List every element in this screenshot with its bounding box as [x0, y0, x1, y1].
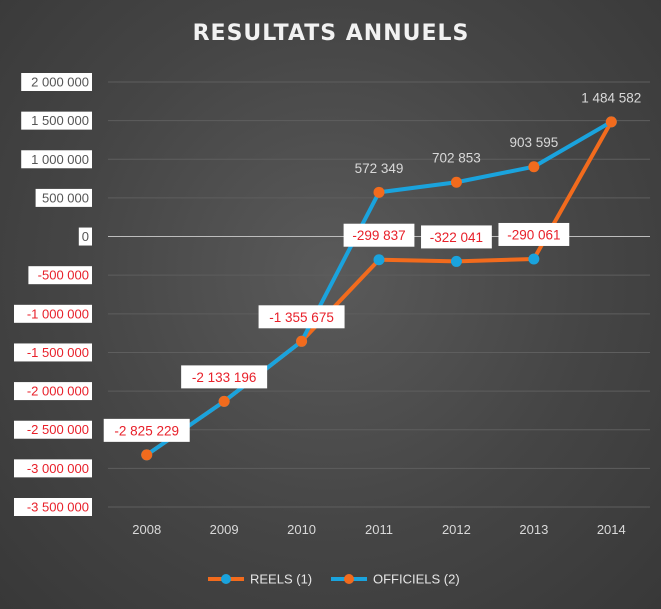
- point-reels: [373, 254, 385, 266]
- chart-title: RESULTATS ANNUELS: [193, 21, 470, 46]
- y-tick-box: [28, 266, 92, 285]
- x-axis: 2008 2009 2010 2011 2012 2013 2014: [132, 522, 625, 537]
- data-label-box: [421, 225, 492, 249]
- point-officiels: [141, 449, 153, 461]
- x-tick-label: 2008: [132, 522, 161, 537]
- data-label-box: [343, 223, 415, 247]
- x-tick-label: 2010: [287, 522, 316, 537]
- data-label: -1 355 675: [269, 310, 334, 325]
- point-officiels: [605, 116, 617, 128]
- data-label: -290 061: [507, 227, 560, 242]
- y-tick-box: [21, 111, 93, 130]
- y-tick-label: 1 500 000: [31, 113, 89, 128]
- x-tick-label: 2011: [365, 522, 393, 537]
- x-tick-label: 2009: [210, 522, 239, 537]
- data-label: -2 825 229: [114, 423, 179, 438]
- y-tick-box: [21, 150, 93, 169]
- point-reels: [528, 253, 540, 265]
- y-tick-box: [14, 459, 92, 478]
- point-officiels: [218, 395, 230, 407]
- series-layer: [141, 116, 617, 461]
- legend-marker: [344, 574, 354, 584]
- legend-label: OFFICIELS (2): [373, 572, 460, 587]
- y-tick-box: [14, 498, 92, 516]
- data-labels: -2 825 229 -2 133 196 -1 355 675 -299 837 -3…: [103, 90, 641, 442]
- point-officiels: [450, 176, 462, 188]
- y-tick-label: 500 000: [42, 190, 89, 205]
- legend-marker: [221, 574, 231, 584]
- y-tick-label: -3 000 000: [27, 461, 89, 476]
- data-label: 702 853: [432, 151, 481, 166]
- data-label: -322 041: [430, 230, 483, 245]
- point-reels: [450, 255, 462, 267]
- y-tick-box: [78, 227, 92, 246]
- y-tick-box: [35, 188, 92, 207]
- y-tick-label: -2 500 000: [27, 422, 89, 437]
- point-officiels: [296, 335, 308, 347]
- y-tick-label: 2 000 000: [31, 75, 89, 90]
- legend: REELS (1) OFFICIELS (2): [208, 572, 460, 587]
- y-tick-box: [14, 420, 92, 439]
- y-axis: 2 000 000 1 500 000 1 000 000 500 000 0 -500 …: [14, 73, 93, 516]
- y-tick-label: -2 000 000: [27, 384, 89, 399]
- y-tick-label: 0: [82, 229, 89, 244]
- y-tick-label: -1 000 000: [27, 306, 89, 321]
- point-officiels: [373, 186, 385, 198]
- legend-label: REELS (1): [250, 572, 312, 587]
- y-tick-label: 1 000 000: [31, 152, 89, 167]
- data-label: -2 133 196: [192, 370, 257, 385]
- y-tick-box: [14, 343, 92, 362]
- data-label: 572 349: [355, 161, 404, 176]
- point-officiels: [528, 161, 540, 173]
- data-label-box: [181, 365, 268, 389]
- data-label-box: [103, 418, 190, 442]
- data-label: 903 595: [509, 135, 558, 150]
- data-label-box: [498, 222, 570, 246]
- y-tick-label: -3 500 000: [27, 500, 89, 515]
- data-label-box: [258, 305, 345, 329]
- x-tick-label: 2014: [597, 522, 626, 537]
- x-tick-label: 2012: [442, 522, 471, 537]
- x-tick-label: 2013: [519, 522, 548, 537]
- data-label: -299 837: [352, 228, 405, 243]
- y-tick-box: [21, 73, 93, 91]
- y-tick-box: [14, 304, 92, 323]
- data-label: 1 484 582: [581, 90, 641, 105]
- y-tick-label: -500 000: [38, 268, 89, 283]
- y-tick-label: -1 500 000: [27, 345, 89, 360]
- y-tick-box: [14, 382, 92, 401]
